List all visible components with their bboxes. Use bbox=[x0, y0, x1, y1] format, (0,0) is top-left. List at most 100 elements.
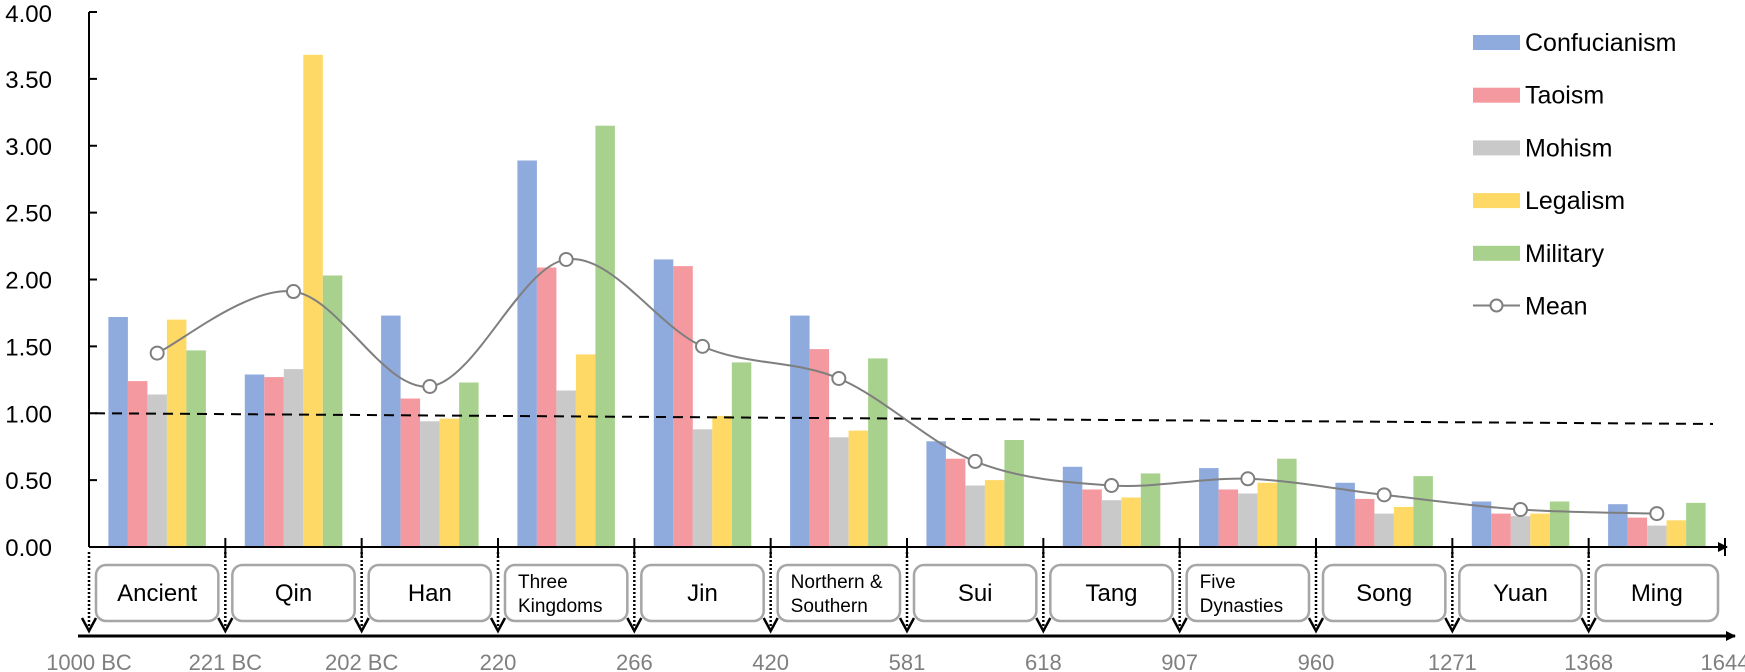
mean-marker-han bbox=[422, 379, 438, 394]
bars-layer bbox=[108, 54, 1706, 548]
legend-label-mean: Mean bbox=[1525, 293, 1588, 321]
bar-mohism-tang bbox=[1101, 500, 1122, 547]
period-label: Ancient bbox=[117, 580, 197, 607]
reference-line-layer bbox=[94, 412, 1714, 425]
bar-mohism-northern-southern bbox=[829, 437, 849, 547]
period-label-line2: Southern bbox=[791, 596, 868, 617]
y-tick-label: 1.00 bbox=[5, 401, 52, 428]
period-label: Ming bbox=[1631, 580, 1683, 607]
bar-mohism-three-kingdoms bbox=[556, 390, 576, 547]
timeline-date-label: 581 bbox=[889, 650, 926, 672]
bar-legalism-sui bbox=[984, 480, 1005, 547]
y-tick-label: 0.00 bbox=[5, 535, 52, 562]
legend-label-legalism: Legalism bbox=[1525, 187, 1625, 215]
bar-mohism-qin bbox=[283, 369, 304, 547]
y-tick-label: 2.50 bbox=[5, 201, 52, 228]
y-tick-label: 1.50 bbox=[5, 334, 52, 361]
bar-mohism-jin bbox=[692, 429, 713, 547]
bar-military-han bbox=[459, 382, 479, 547]
bar-confucianism-sui bbox=[926, 441, 946, 547]
bar-mohism-sui bbox=[965, 485, 985, 547]
timeline-date-label: 618 bbox=[1025, 650, 1062, 672]
legend-swatch-mohism bbox=[1473, 140, 1520, 156]
timeline-date-label: 1644 bbox=[1701, 650, 1745, 672]
period-box bbox=[1321, 563, 1447, 623]
period-label: Yuan bbox=[1493, 580, 1548, 607]
bar-mohism-ming bbox=[1647, 525, 1667, 547]
timeline-divider-arrow-icon bbox=[1035, 617, 1052, 634]
y-tick-label: 0.50 bbox=[5, 468, 52, 495]
timeline-divider-arrow-icon bbox=[1171, 617, 1188, 634]
period-label: Tang bbox=[1085, 580, 1137, 607]
period-box bbox=[1458, 563, 1583, 623]
bar-legalism-northern-southern bbox=[848, 430, 869, 547]
timeline-date-label: 1271 bbox=[1428, 650, 1477, 672]
bar-confucianism-five-dynasties bbox=[1199, 468, 1219, 547]
bar-legalism-five-dynasties bbox=[1257, 482, 1278, 547]
bar-military-ancient bbox=[186, 350, 206, 547]
bar-military-northern-southern bbox=[868, 358, 888, 547]
period-label-line1: Three bbox=[518, 572, 568, 593]
timeline-divider-arrow-icon bbox=[217, 617, 234, 634]
timeline-date-label: 202 BC bbox=[325, 650, 398, 672]
bar-military-jin bbox=[731, 362, 752, 547]
period-label: Song bbox=[1356, 580, 1412, 607]
bar-mohism-five-dynasties bbox=[1238, 493, 1258, 547]
bar-legalism-yuan bbox=[1530, 513, 1550, 547]
period-label: Han bbox=[408, 580, 452, 607]
bar-mohism-song bbox=[1374, 513, 1394, 547]
timeline-divider-arrow-icon bbox=[1580, 617, 1597, 634]
bar-confucianism-yuan bbox=[1471, 501, 1492, 547]
bar-confucianism-song bbox=[1335, 482, 1355, 547]
mean-marker-tang bbox=[1104, 477, 1119, 493]
period-box bbox=[231, 563, 356, 623]
legend-label-taoism: Taoism bbox=[1525, 82, 1604, 110]
period-box bbox=[503, 563, 629, 623]
timeline-divider-arrow-icon bbox=[1444, 617, 1461, 634]
bar-taoism-jin bbox=[673, 266, 693, 547]
bar-confucianism-northern-southern bbox=[790, 315, 810, 547]
reference-dashed-line bbox=[94, 412, 1714, 425]
bar-taoism-northern-southern bbox=[809, 349, 830, 547]
y-tick-label: 2.00 bbox=[5, 268, 52, 295]
bar-military-five-dynasties bbox=[1277, 458, 1297, 547]
mean-marker-ancient bbox=[149, 345, 165, 361]
timeline-date-label: 960 bbox=[1298, 650, 1335, 672]
period-box bbox=[912, 563, 1038, 623]
timeline-date-label: 221 BC bbox=[189, 650, 262, 672]
legend-swatch-taoism bbox=[1473, 87, 1520, 103]
bar-legalism-jin bbox=[712, 415, 732, 547]
bar-confucianism-han bbox=[381, 315, 401, 547]
bar-confucianism-jin bbox=[653, 259, 674, 547]
bar-confucianism-three-kingdoms bbox=[517, 160, 537, 547]
period-box bbox=[1594, 563, 1720, 623]
bar-legalism-han bbox=[439, 418, 460, 547]
mean-marker-sui bbox=[967, 453, 983, 469]
mean-marker-jin bbox=[695, 338, 710, 354]
period-box bbox=[94, 563, 220, 623]
bar-legalism-ancient bbox=[166, 319, 187, 547]
legend-label-mohism: Mohism bbox=[1525, 134, 1613, 162]
bar-taoism-sui bbox=[945, 458, 966, 547]
timeline-divider-arrow-icon bbox=[762, 617, 779, 634]
timeline-divider-arrow-icon bbox=[80, 617, 98, 634]
bar-military-three-kingdoms bbox=[595, 125, 615, 547]
legend-label-confucianism: Confucianism bbox=[1525, 29, 1676, 57]
mean-marker-qin bbox=[286, 284, 301, 300]
bar-taoism-qin bbox=[264, 377, 284, 547]
bar-military-ming bbox=[1686, 502, 1706, 547]
mean-marker-ming bbox=[1649, 506, 1665, 522]
mean-marker-yuan bbox=[1513, 502, 1528, 518]
period-label-line2: Kingdoms bbox=[518, 596, 603, 617]
bar-taoism-tang bbox=[1082, 489, 1102, 547]
y-tick-label: 3.00 bbox=[5, 134, 52, 161]
bar-confucianism-ming bbox=[1608, 504, 1628, 547]
timeline-divider-arrow-icon bbox=[353, 617, 370, 634]
bar-legalism-qin bbox=[303, 54, 323, 548]
bar-legalism-three-kingdoms bbox=[575, 354, 596, 547]
legend-label-military: Military bbox=[1525, 240, 1605, 268]
legend-swatch-confucianism bbox=[1473, 35, 1520, 50]
bar-military-song bbox=[1413, 476, 1433, 547]
timeline-date-label: 1000 BC bbox=[46, 650, 132, 672]
timeline-layer: Ancient Qin Han Three Kingdoms Jin Northern & S… bbox=[46, 552, 1745, 672]
